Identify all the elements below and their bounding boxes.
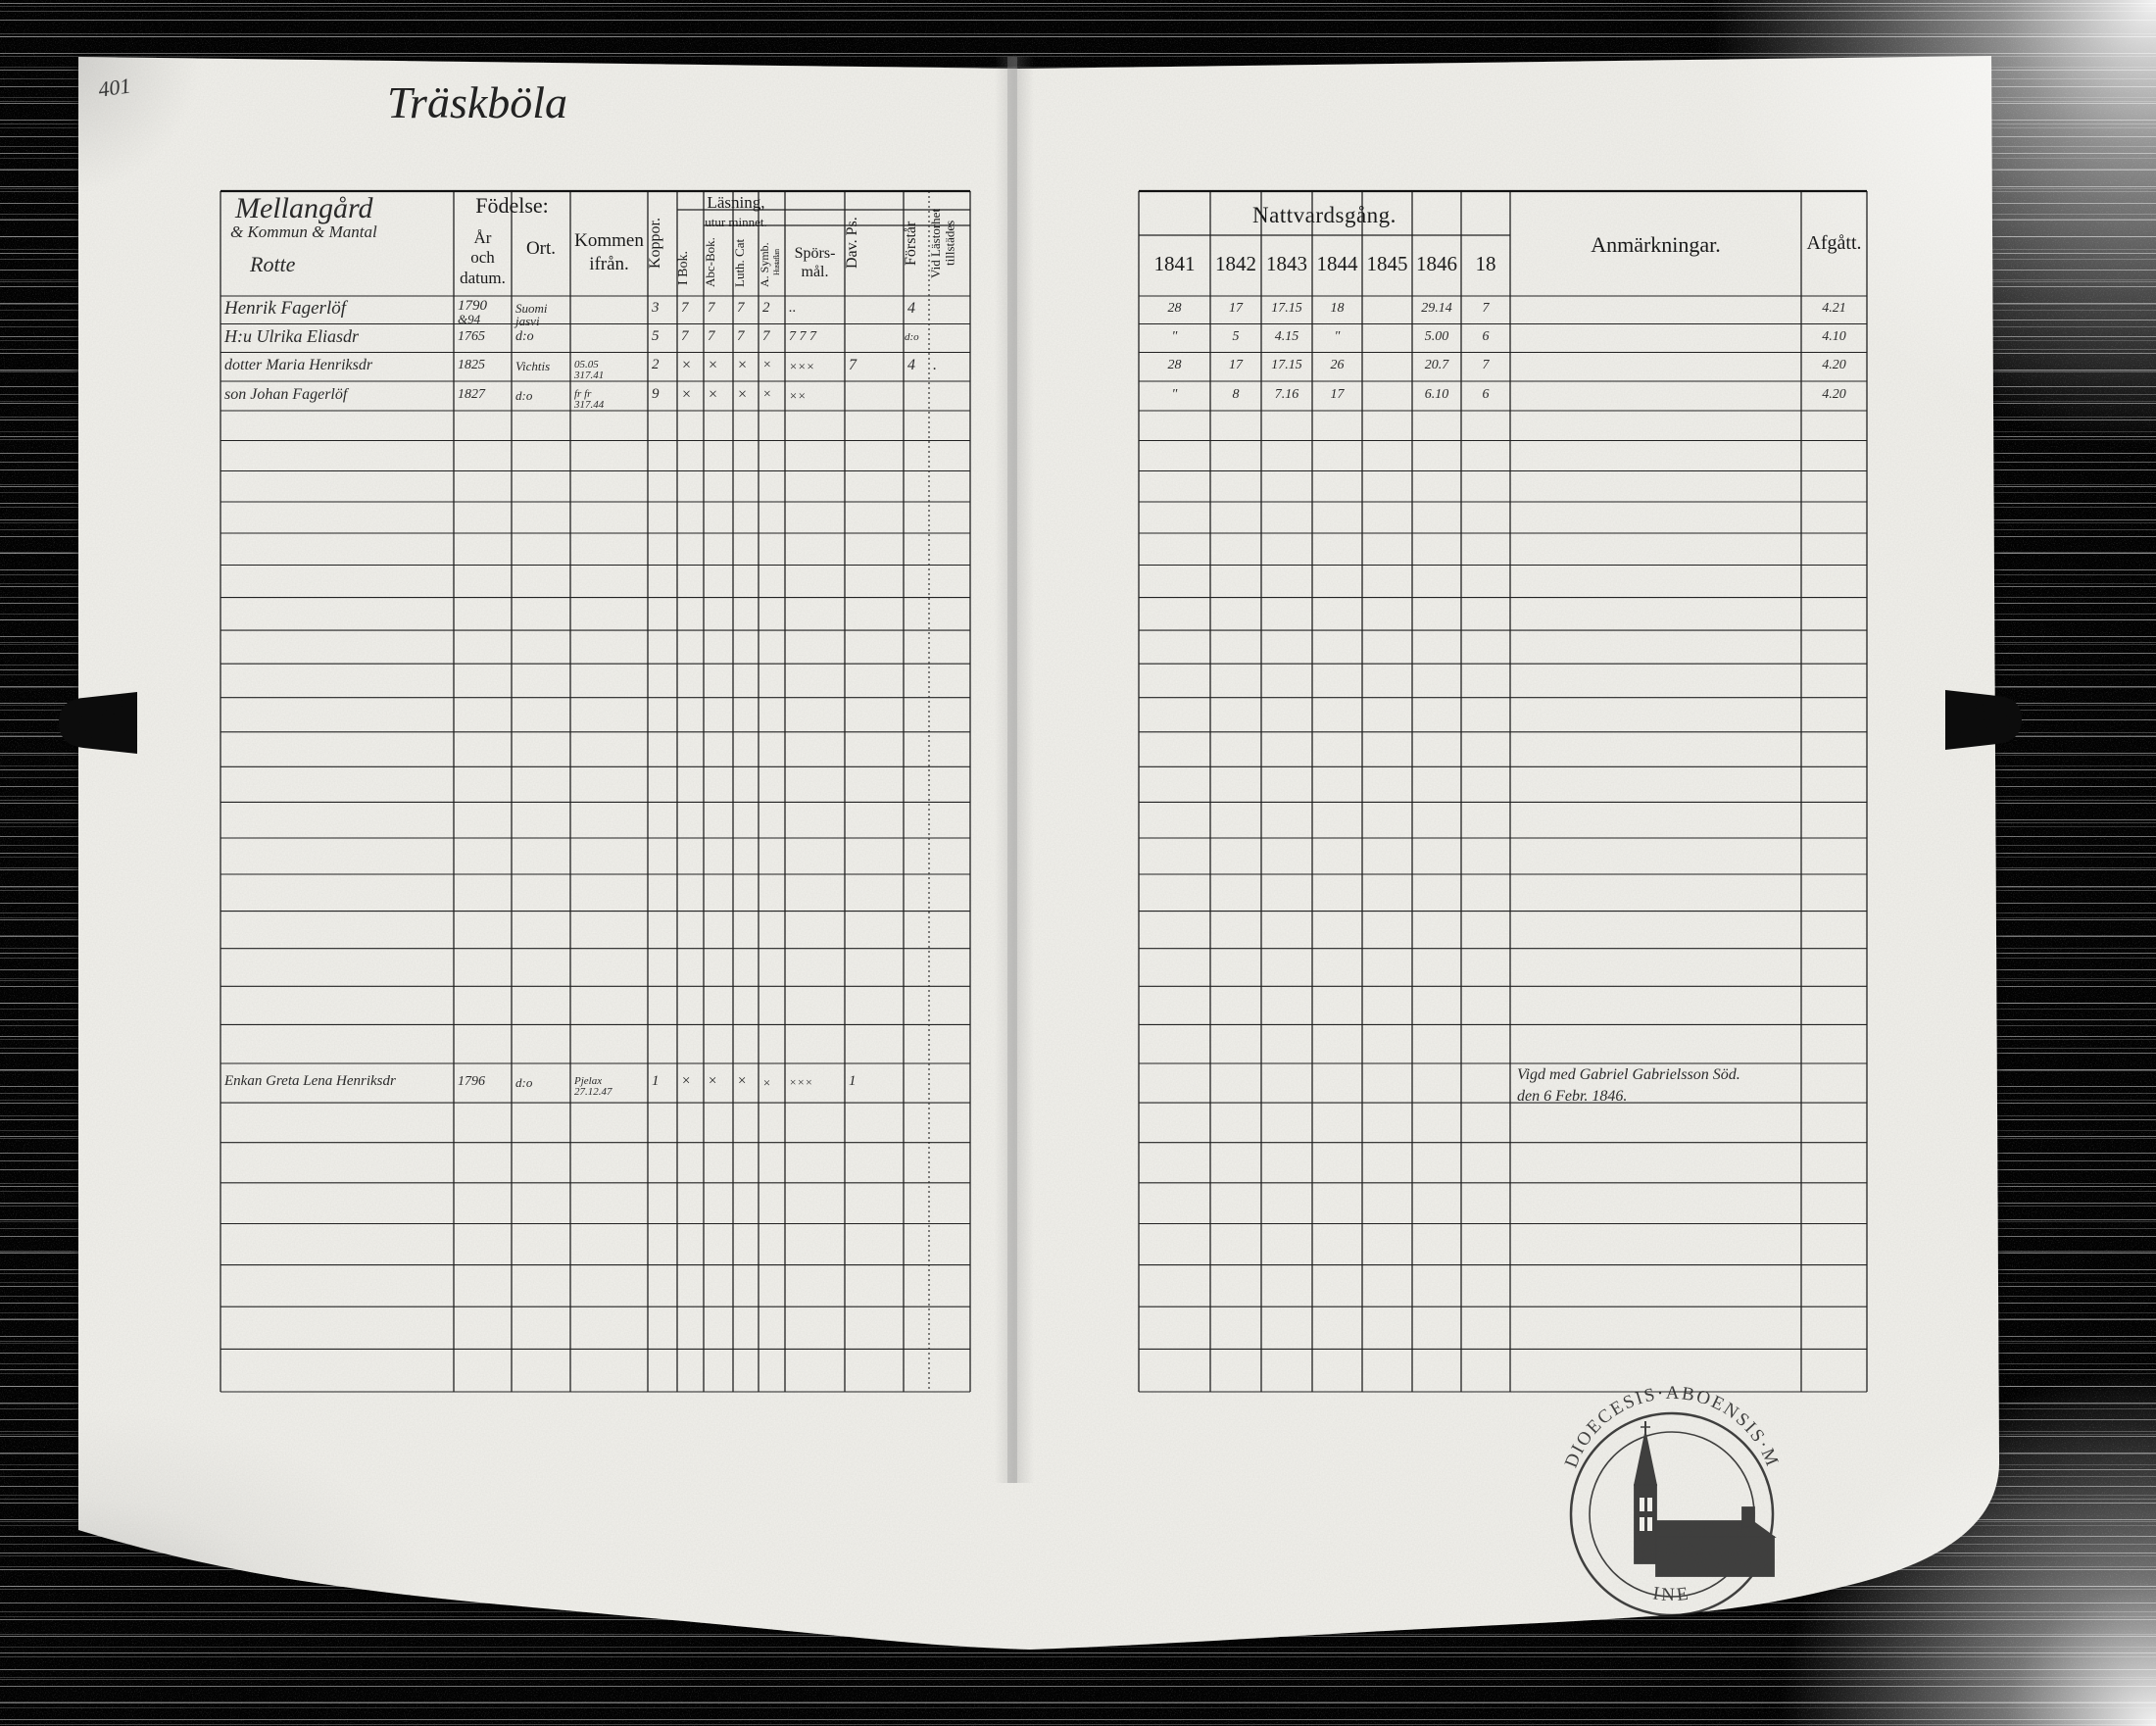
svg-text:DIOECESIS·ABOENSIS·M: DIOECESIS·ABOENSIS·M [1561,1383,1784,1471]
svg-text:INE: INE [1651,1583,1692,1605]
